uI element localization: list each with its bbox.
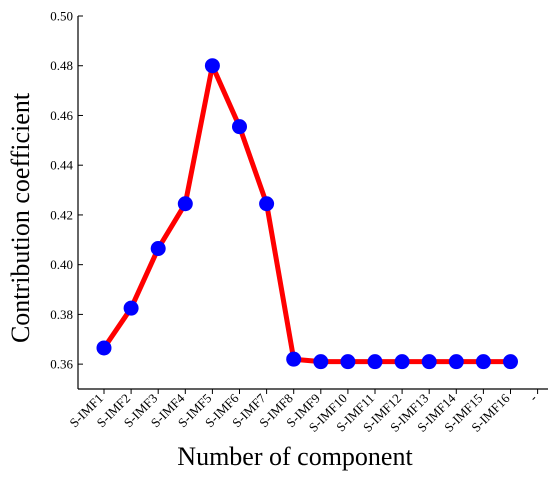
data-point [421,354,437,370]
data-point [340,354,356,370]
data-point [259,196,275,212]
y-axis-ticks: 0.36 0.38 0.40 0.42 0.44 0.46 0.48 0.50 [50,9,83,372]
data-point [177,196,193,212]
data-point [96,340,112,356]
y-tick-label: 0.38 [50,307,73,322]
x-axis-ticks: S-IMF1S-IMF2S-IMF3S-IMF4S-IMF5S-IMF6S-IM… [66,389,540,435]
data-point [232,119,247,135]
series-line [101,63,513,365]
y-tick-label: 0.44 [50,158,73,173]
data-point [204,58,220,74]
axes [77,16,548,390]
data-point [286,351,302,367]
data-point [503,354,518,370]
data-point [123,300,139,316]
data-point [313,354,329,370]
y-axis-title: Contribution coefficient [6,92,35,343]
series-group [96,58,518,370]
data-point [475,354,491,370]
y-tick-label: 0.40 [50,257,73,272]
y-tick-label: 0.36 [50,357,73,372]
data-point [367,354,383,370]
y-tick-label: 0.46 [50,108,73,123]
x-axis-title: Number of component [177,442,413,471]
data-point [448,354,464,370]
data-point [150,241,166,257]
y-tick-label: 0.42 [50,207,73,222]
data-point [394,354,410,370]
y-tick-label: 0.48 [50,58,73,73]
y-tick-label: 0.50 [50,9,73,24]
